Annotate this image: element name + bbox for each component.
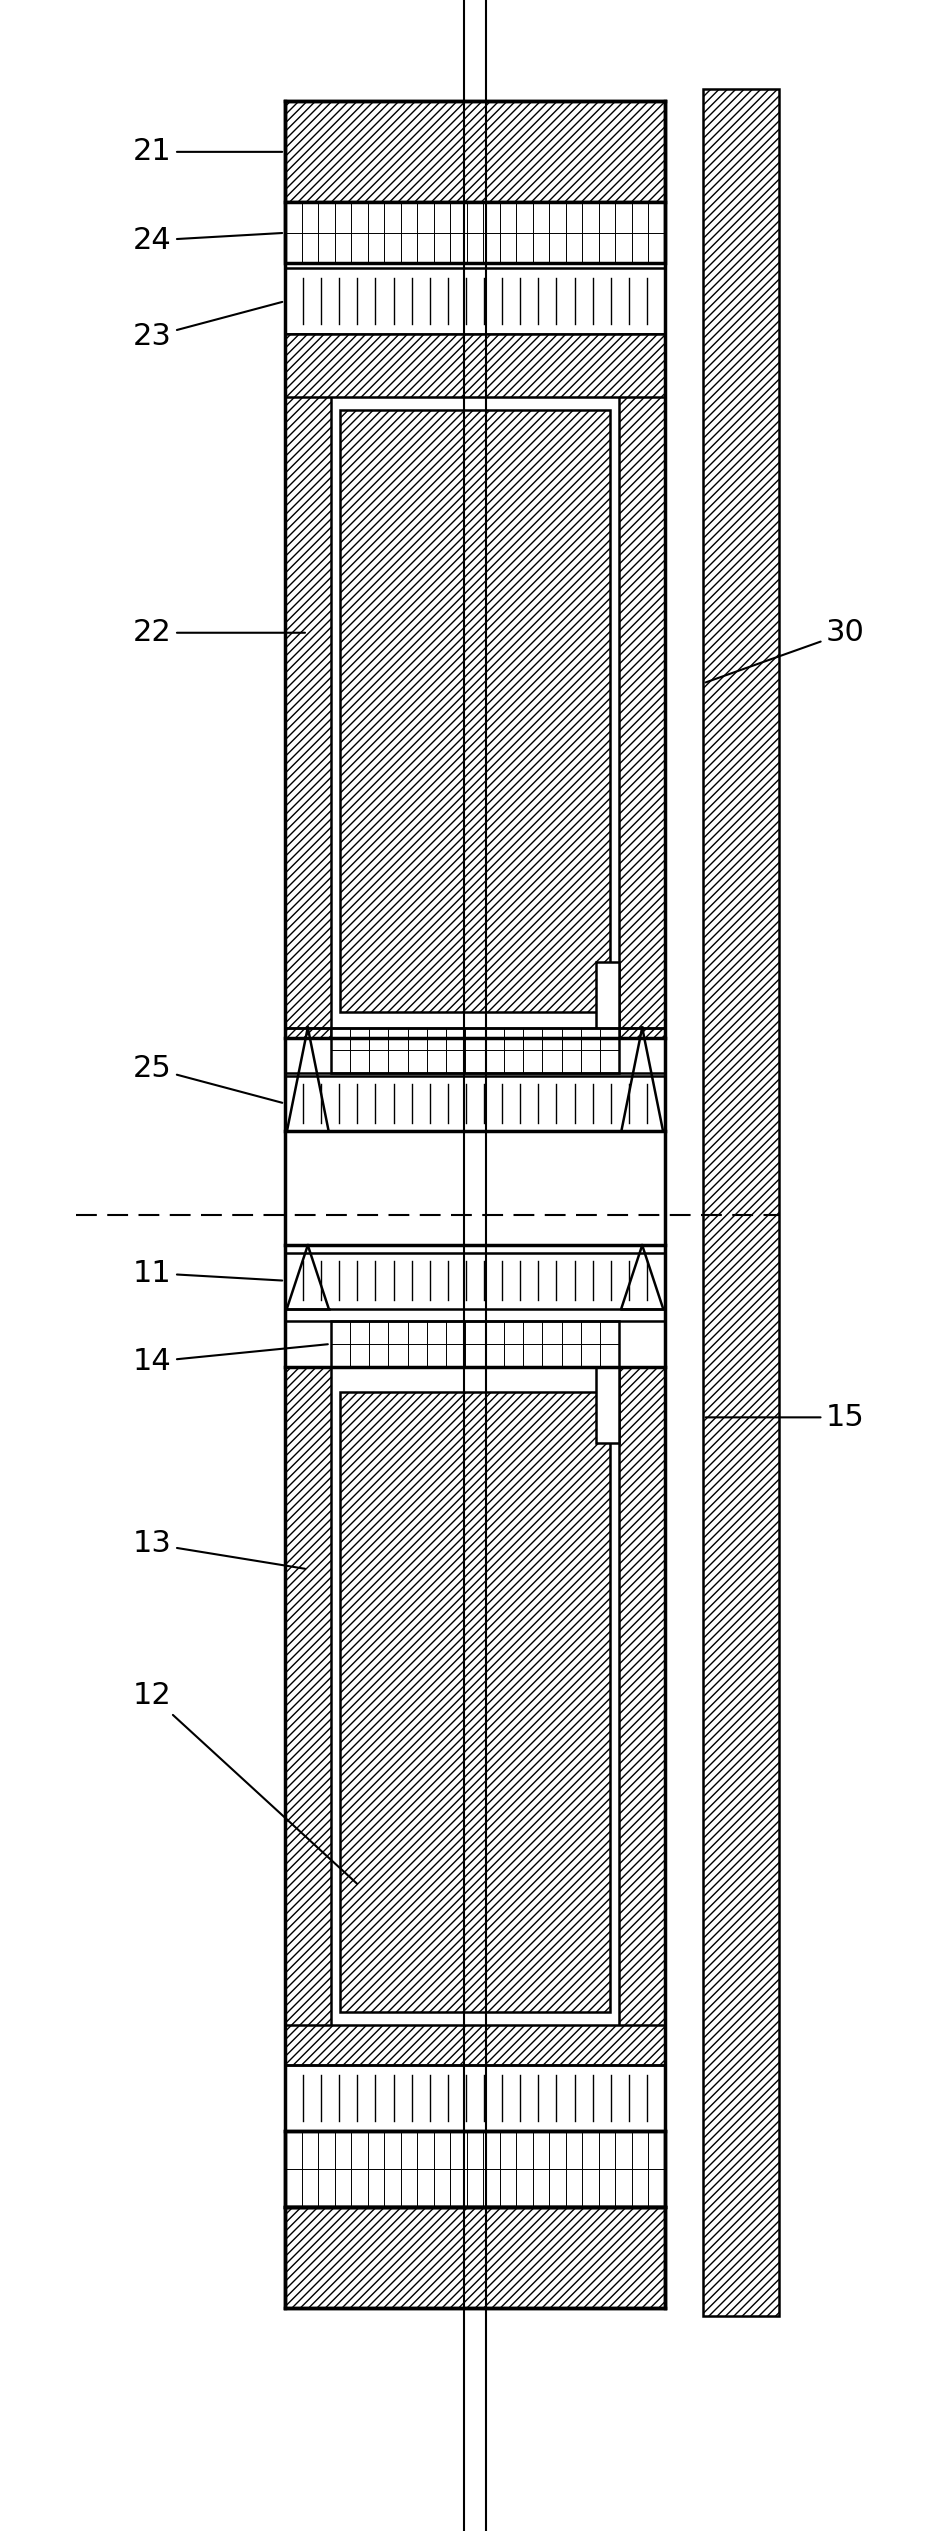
Bar bbox=[703, 89, 779, 2316]
Text: 30: 30 bbox=[706, 618, 864, 683]
Bar bbox=[340, 410, 610, 1012]
Bar bbox=[285, 2207, 665, 2308]
Bar bbox=[285, 1253, 665, 1309]
Text: 24: 24 bbox=[133, 225, 282, 256]
Bar bbox=[285, 2065, 665, 2131]
Bar bbox=[285, 334, 331, 1038]
Bar bbox=[596, 962, 619, 1038]
Text: 25: 25 bbox=[133, 1053, 282, 1104]
Bar bbox=[331, 1028, 619, 1073]
Text: 14: 14 bbox=[133, 1344, 328, 1377]
Bar bbox=[331, 1321, 619, 1367]
Bar bbox=[285, 1076, 665, 1131]
Text: 12: 12 bbox=[133, 1681, 357, 1883]
Bar bbox=[285, 268, 665, 334]
Text: 11: 11 bbox=[133, 1258, 282, 1288]
Bar bbox=[285, 2131, 665, 2207]
Text: 15: 15 bbox=[706, 1402, 864, 1433]
Bar bbox=[619, 1367, 665, 2088]
Bar bbox=[285, 202, 665, 263]
Bar bbox=[596, 1367, 619, 1443]
Bar bbox=[285, 1367, 331, 2088]
Text: 13: 13 bbox=[133, 1529, 305, 1569]
Bar bbox=[285, 334, 665, 397]
Bar bbox=[619, 334, 665, 1038]
Bar bbox=[340, 1392, 610, 2012]
Text: 22: 22 bbox=[133, 618, 305, 648]
Bar bbox=[285, 101, 665, 202]
Text: 23: 23 bbox=[133, 301, 282, 352]
Bar bbox=[285, 2025, 665, 2088]
Text: 21: 21 bbox=[133, 137, 282, 167]
